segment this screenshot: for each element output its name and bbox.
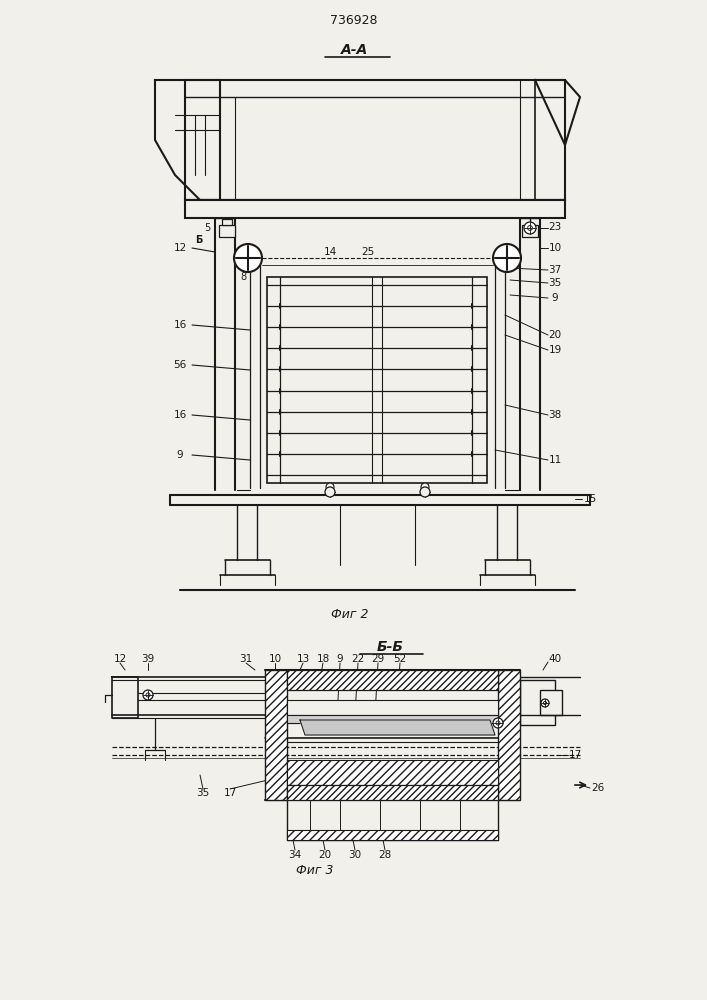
Polygon shape <box>535 80 580 145</box>
Text: 26: 26 <box>591 783 604 793</box>
Text: 22: 22 <box>351 654 365 664</box>
Text: 28: 28 <box>378 850 392 860</box>
Circle shape <box>493 244 521 272</box>
Text: 40: 40 <box>549 654 561 664</box>
Text: 35: 35 <box>197 788 209 798</box>
Circle shape <box>325 487 335 497</box>
Text: 17: 17 <box>568 750 582 760</box>
Bar <box>287 785 498 800</box>
Text: 16: 16 <box>173 410 187 420</box>
Text: 8: 8 <box>240 272 246 282</box>
Text: 5: 5 <box>204 223 210 233</box>
Bar <box>287 700 498 715</box>
Text: Б: Б <box>195 235 203 245</box>
Text: 17: 17 <box>223 788 237 798</box>
Circle shape <box>234 244 262 272</box>
Text: 25: 25 <box>361 247 375 257</box>
Bar <box>287 830 498 840</box>
Text: 13: 13 <box>296 654 310 664</box>
Circle shape <box>493 718 503 728</box>
Polygon shape <box>112 677 138 718</box>
Circle shape <box>544 701 547 705</box>
Text: 38: 38 <box>549 410 561 420</box>
Text: 18: 18 <box>316 654 329 664</box>
Bar <box>185 80 565 200</box>
Text: 35: 35 <box>549 278 561 288</box>
Text: 9: 9 <box>551 293 559 303</box>
Bar <box>287 760 498 785</box>
Circle shape <box>541 699 549 707</box>
Text: 10: 10 <box>269 654 281 664</box>
Text: 16: 16 <box>173 320 187 330</box>
Bar <box>267 277 487 483</box>
Circle shape <box>420 487 430 497</box>
Text: 14: 14 <box>323 247 337 257</box>
Text: 11: 11 <box>549 455 561 465</box>
Text: 15: 15 <box>583 494 597 504</box>
Bar <box>520 680 555 725</box>
Text: 37: 37 <box>549 265 561 275</box>
Text: A-A: A-A <box>341 43 368 57</box>
Text: 9: 9 <box>177 450 183 460</box>
Circle shape <box>326 483 334 491</box>
Bar <box>222 219 232 225</box>
Text: 10: 10 <box>549 243 561 253</box>
Bar <box>287 670 498 690</box>
Text: 34: 34 <box>288 850 302 860</box>
Bar <box>498 670 520 800</box>
Text: 12: 12 <box>113 654 127 664</box>
Text: 39: 39 <box>141 654 155 664</box>
Text: 736928: 736928 <box>330 13 378 26</box>
Bar <box>219 225 235 237</box>
Polygon shape <box>155 80 220 200</box>
Text: 9: 9 <box>337 654 344 664</box>
Text: Фиг 3: Фиг 3 <box>296 863 334 876</box>
Text: 23: 23 <box>549 222 561 232</box>
Text: 31: 31 <box>240 654 252 664</box>
Text: 12: 12 <box>173 243 187 253</box>
Text: 20: 20 <box>318 850 332 860</box>
Text: 52: 52 <box>393 654 407 664</box>
Text: 56: 56 <box>173 360 187 370</box>
Bar <box>287 715 498 723</box>
Bar <box>185 200 565 218</box>
Text: 20: 20 <box>549 330 561 340</box>
Circle shape <box>143 690 153 700</box>
Text: Фиг 2: Фиг 2 <box>332 608 369 621</box>
Circle shape <box>496 721 500 725</box>
Polygon shape <box>300 720 495 735</box>
Circle shape <box>527 226 532 230</box>
Circle shape <box>524 222 536 234</box>
Text: 29: 29 <box>371 654 385 664</box>
Circle shape <box>146 693 150 697</box>
Text: 19: 19 <box>549 345 561 355</box>
Bar <box>265 670 287 800</box>
Text: 30: 30 <box>349 850 361 860</box>
Bar <box>522 225 538 237</box>
Text: Б-Б: Б-Б <box>377 640 404 654</box>
Circle shape <box>421 483 429 491</box>
Bar <box>540 690 562 715</box>
